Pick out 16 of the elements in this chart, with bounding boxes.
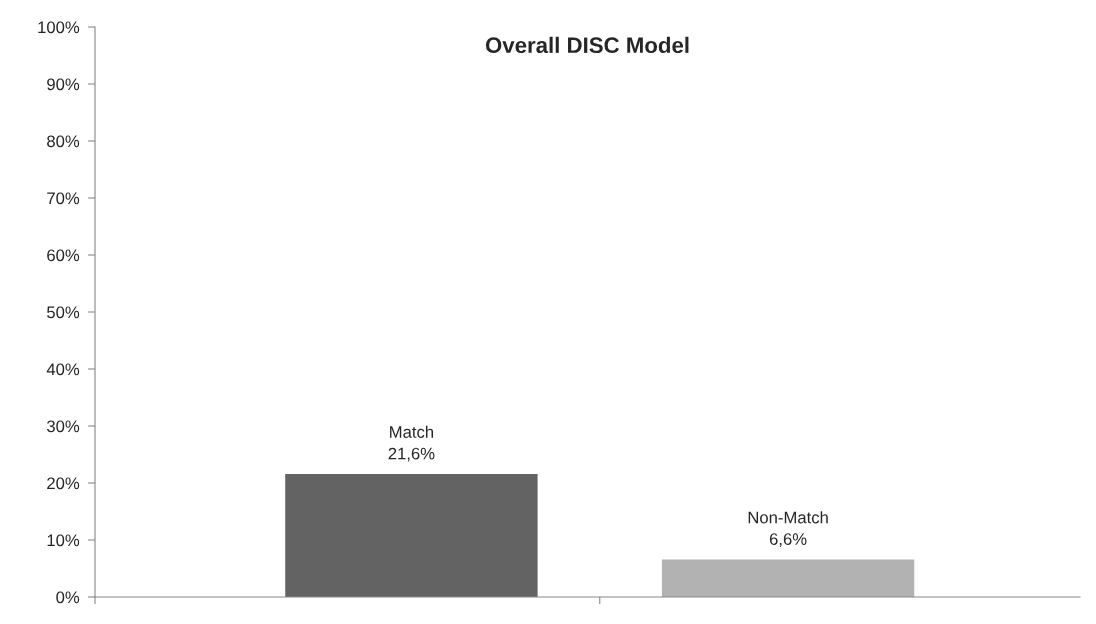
y-tick-label: 30% — [47, 420, 80, 433]
y-tick-label: 10% — [47, 534, 80, 547]
chart-title: Overall DISC Model — [485, 36, 689, 54]
y-tick-label: 80% — [47, 135, 80, 148]
y-tick-label: 0% — [56, 591, 80, 604]
x-tick-label: Match — [390, 425, 434, 438]
y-tick-label: 60% — [47, 249, 80, 262]
x-tick-label: Non-Match — [748, 511, 828, 524]
data-label: 21,6% — [388, 447, 435, 462]
y-tick-label: 90% — [47, 78, 80, 91]
data-label: 6,6% — [769, 533, 807, 547]
y-tick-label: 40% — [46, 363, 80, 376]
y-tick-label: 20% — [47, 477, 80, 490]
y-tick-label: 50% — [47, 306, 80, 319]
y-tick-label: 70% — [47, 192, 80, 205]
y-tick-label: 100% — [38, 21, 80, 34]
